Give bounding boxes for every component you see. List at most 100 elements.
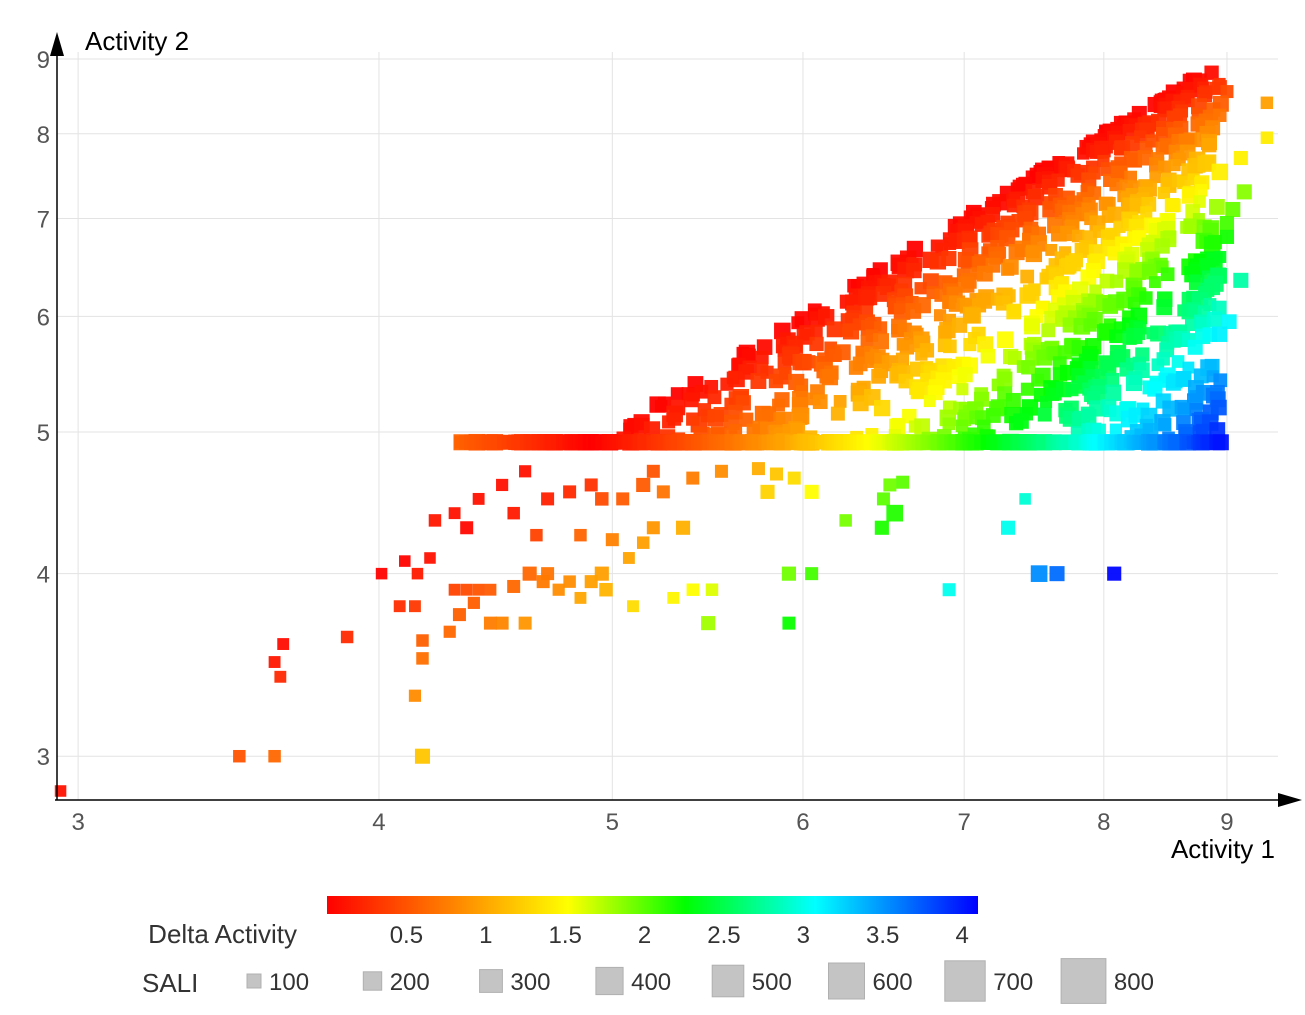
data-point — [1195, 184, 1208, 197]
data-point — [942, 583, 956, 597]
data-point — [1183, 218, 1199, 234]
color-legend-tick: 3.5 — [866, 922, 899, 949]
color-legend: Delta Activity 0.5 1 1.5 2 2.5 3 3.5 4 — [148, 896, 978, 949]
color-legend-tick: 4 — [955, 922, 968, 949]
data-point — [1211, 399, 1227, 416]
data-point — [1182, 361, 1195, 374]
data-point — [654, 399, 668, 413]
data-point — [1211, 326, 1228, 342]
data-point — [460, 521, 474, 535]
data-point — [809, 336, 824, 352]
data-point — [1177, 175, 1191, 190]
data-point — [393, 600, 406, 613]
data-point — [54, 785, 67, 797]
x-tick-label: 5 — [606, 809, 619, 836]
data-point — [1225, 201, 1241, 218]
data-point — [584, 575, 598, 589]
data-point — [1177, 402, 1192, 416]
data-point — [1107, 206, 1123, 223]
data-point — [768, 373, 784, 389]
data-point — [956, 383, 969, 396]
data-point — [957, 367, 973, 383]
data-point — [507, 579, 521, 593]
data-point — [886, 504, 904, 522]
data-point — [792, 407, 810, 425]
data-point — [707, 390, 722, 405]
data-point — [833, 395, 847, 408]
data-point — [1220, 85, 1234, 99]
data-point — [1001, 262, 1015, 276]
size-legend-label: 200 — [390, 969, 430, 996]
data-point — [1104, 384, 1122, 401]
data-point — [636, 477, 651, 493]
y-tick-label: 7 — [37, 207, 50, 234]
data-point — [1031, 373, 1045, 387]
data-point — [1141, 263, 1158, 280]
data-point — [1233, 150, 1248, 166]
data-point — [739, 412, 754, 427]
data-point — [830, 406, 845, 421]
data-point — [472, 583, 485, 596]
color-legend-tick: 2.5 — [707, 922, 740, 949]
data-point — [751, 462, 765, 476]
data-point — [760, 484, 775, 499]
data-point — [1219, 215, 1235, 231]
y-tick-label: 4 — [37, 562, 50, 589]
data-point — [1041, 323, 1056, 338]
data-point — [1124, 136, 1140, 152]
x-tick-labels: 3 4 5 6 7 8 9 — [71, 809, 1233, 836]
data-point — [414, 748, 431, 764]
data-point — [656, 485, 670, 499]
data-point — [805, 567, 819, 581]
data-point — [876, 492, 890, 506]
data-point — [1204, 65, 1219, 80]
size-legend-square — [246, 973, 262, 989]
data-point — [1158, 418, 1172, 432]
data-point — [1156, 299, 1173, 316]
data-point — [1049, 566, 1065, 582]
data-point — [1083, 318, 1097, 332]
data-point — [1139, 291, 1153, 305]
data-point — [636, 536, 650, 549]
data-point — [1005, 392, 1021, 408]
data-point — [1233, 272, 1249, 288]
x-tick-label: 6 — [796, 809, 809, 836]
data-point — [1037, 407, 1052, 422]
data-point — [960, 255, 975, 270]
data-point — [923, 395, 936, 408]
data-point — [777, 356, 792, 370]
color-legend-tick: 1 — [479, 922, 492, 949]
data-point — [1208, 199, 1225, 215]
data-point — [1219, 229, 1235, 244]
data-point — [943, 339, 957, 354]
data-point — [448, 583, 461, 596]
data-point — [942, 417, 956, 431]
data-point — [667, 591, 680, 604]
data-point — [1105, 372, 1120, 387]
data-point — [1000, 520, 1016, 535]
data-point — [686, 583, 700, 596]
data-point — [448, 507, 461, 520]
data-point — [826, 321, 843, 338]
data-point — [1024, 318, 1041, 335]
data-point — [1006, 304, 1022, 320]
size-legend-square — [944, 960, 986, 1002]
data-point — [1019, 493, 1031, 505]
size-legend-square — [711, 964, 745, 998]
color-gradient-bar — [327, 896, 978, 914]
data-point — [552, 583, 565, 596]
data-point — [667, 412, 682, 426]
y-tick-label: 3 — [37, 744, 50, 771]
size-legend-square — [828, 962, 865, 1000]
size-legend-label: 600 — [873, 969, 913, 996]
size-legend-label: 800 — [1114, 969, 1154, 996]
data-point — [518, 616, 532, 630]
data-point — [861, 289, 878, 306]
data-point — [268, 749, 281, 763]
data-point — [1107, 566, 1122, 581]
data-point — [460, 583, 473, 596]
data-point — [599, 582, 613, 597]
data-point — [541, 492, 555, 506]
data-point — [616, 492, 630, 506]
data-point — [802, 355, 816, 369]
